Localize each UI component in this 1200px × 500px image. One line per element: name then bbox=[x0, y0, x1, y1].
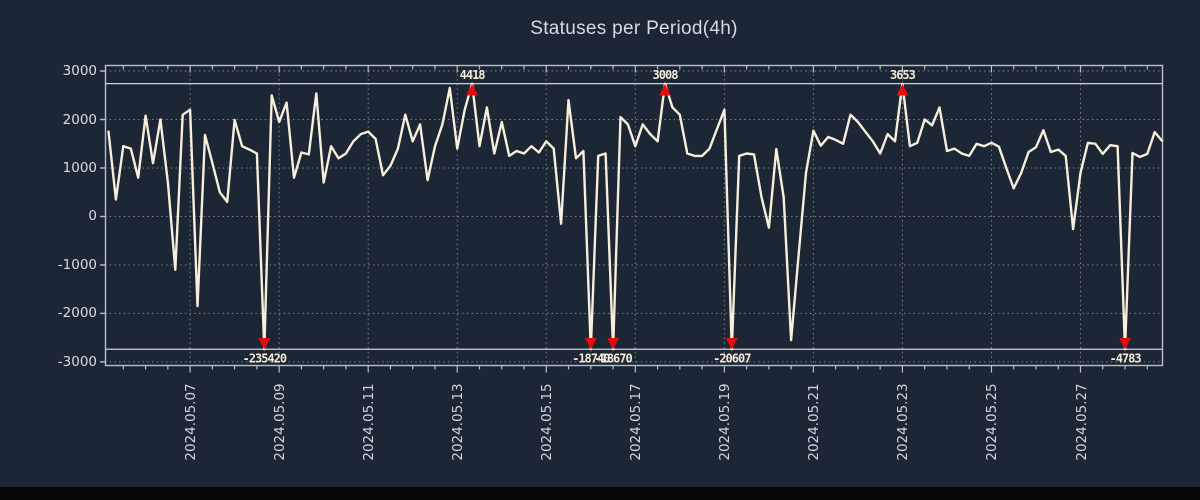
x-axis-label: 2024.05.07 bbox=[183, 383, 200, 461]
peak-value-label: 3653 bbox=[890, 68, 916, 82]
y-axis-label: -1000 bbox=[57, 256, 97, 273]
x-axis-label: 2024.05.11 bbox=[361, 383, 378, 461]
chart-title: Statuses per Period(4h) bbox=[530, 18, 738, 39]
trough-value-label: -235420 bbox=[243, 352, 287, 366]
trough-marker-down bbox=[584, 338, 597, 350]
x-axis-label: 2024.05.19 bbox=[717, 383, 734, 461]
trough-marker-down bbox=[258, 338, 271, 350]
peak-value-label: 4418 bbox=[460, 68, 486, 82]
x-axis-label: 2024.05.13 bbox=[450, 383, 467, 461]
x-axis-label: 2024.05.21 bbox=[806, 383, 823, 461]
y-axis-label: 1000 bbox=[62, 159, 97, 176]
bottom-bar bbox=[0, 487, 1200, 500]
y-axis-label: 2000 bbox=[62, 111, 97, 128]
trough-marker-down bbox=[1119, 338, 1132, 350]
y-axis-label: -2000 bbox=[57, 305, 97, 322]
x-axis-label: 2024.05.23 bbox=[895, 383, 912, 461]
trough-value-label: -4783 bbox=[1109, 352, 1141, 366]
trough-value-label: -18740 bbox=[572, 352, 610, 366]
trough-marker-down bbox=[725, 338, 738, 350]
x-axis-label: 2024.05.15 bbox=[539, 383, 556, 461]
trough-value-label: -20607 bbox=[713, 352, 751, 366]
x-axis-label: 2024.05.09 bbox=[272, 383, 289, 461]
trough-marker-down bbox=[607, 338, 620, 350]
y-axis-label: 3000 bbox=[62, 63, 97, 80]
trough-value-label: -18670 bbox=[594, 352, 632, 366]
line-chart: -235420 4418 -18740-18670 3008 -20607 3653 -47… bbox=[100, 64, 1164, 373]
x-axis-label: 2024.05.17 bbox=[628, 383, 645, 461]
plot-area: -235420 4418 -18740 -18670 3008 -20607 3653 -47… bbox=[100, 64, 1164, 373]
peak-marker-up bbox=[466, 84, 479, 96]
plot-border bbox=[104, 64, 1164, 367]
peak-marker-up bbox=[659, 84, 671, 96]
y-axis-label: 0 bbox=[88, 208, 97, 225]
x-axis-label: 2024.05.25 bbox=[984, 383, 1001, 461]
peak-marker-up bbox=[896, 84, 909, 96]
peak-value-label: 3008 bbox=[653, 68, 679, 82]
data-line bbox=[107, 82, 1164, 351]
x-axis-label: 2024.05.27 bbox=[1073, 383, 1090, 461]
y-axis-label: -3000 bbox=[57, 353, 97, 370]
